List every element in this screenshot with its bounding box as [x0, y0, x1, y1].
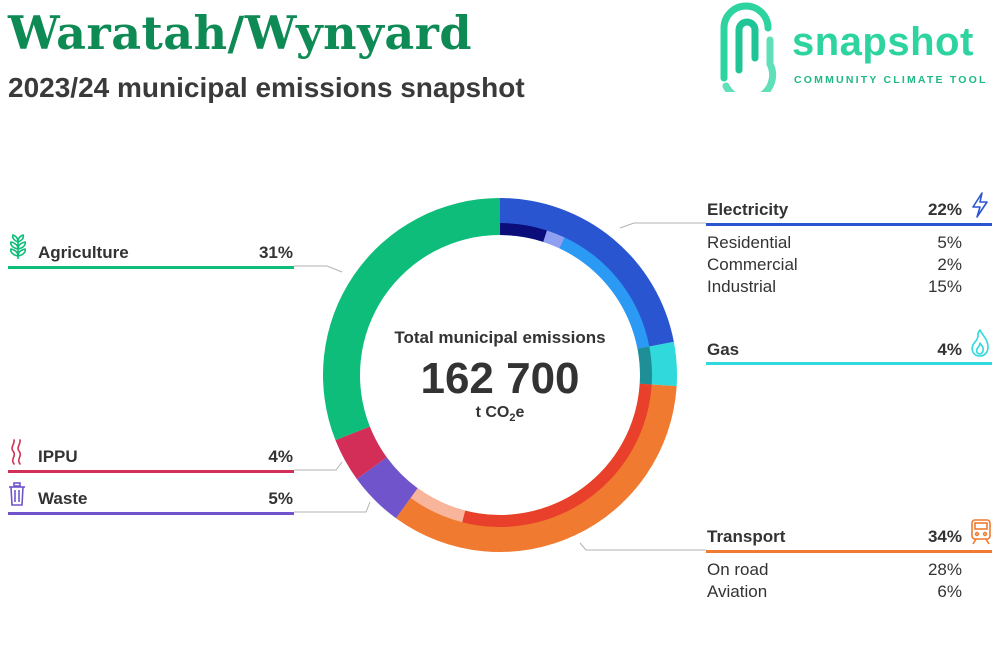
leader-electricity — [619, 222, 706, 229]
slice-agriculture — [323, 198, 500, 441]
electricity-industrial-row: Industrial 15% — [707, 277, 962, 297]
transport-label: Transport — [707, 527, 786, 546]
waste-label: Waste — [38, 489, 88, 508]
leader-waste — [294, 501, 371, 513]
electricity-percent: 22% — [927, 200, 962, 219]
electricity-label: Electricity — [707, 200, 789, 219]
subslice-gas-0 — [637, 346, 653, 385]
subslice-electricity-residential — [500, 223, 547, 242]
leader-lines — [294, 222, 706, 551]
leader-agriculture — [294, 265, 343, 273]
plant-icon — [9, 234, 27, 259]
transport-percent: 34% — [927, 527, 962, 546]
total-value: 162 700 — [420, 354, 580, 403]
agriculture-rule — [8, 266, 294, 269]
slice-transport — [395, 383, 677, 553]
legend-agriculture: Agriculture 31% — [38, 243, 293, 263]
industrial-label: Industrial — [707, 277, 776, 296]
legend-gas: Gas 4% — [707, 340, 962, 360]
slice-waste — [356, 457, 418, 519]
waste-rule — [8, 512, 294, 515]
brand-name: snapshot — [792, 20, 974, 64]
slice-electricity — [500, 198, 674, 349]
snapshot-logo: snapshot COMMUNITY CLIMATE TOOL — [712, 0, 1000, 104]
ippu-percent: 4% — [268, 447, 293, 466]
electricity-residential-row: Residential 5% — [707, 233, 962, 253]
residential-label: Residential — [707, 233, 792, 252]
onroad-percent: 28% — [927, 560, 962, 579]
legend-ippu: IPPU 4% — [38, 447, 293, 467]
gas-percent: 4% — [937, 340, 962, 359]
waste-percent: 5% — [268, 489, 293, 508]
legend-transport: Transport 34% — [707, 527, 962, 547]
onroad-label: On road — [707, 560, 769, 579]
legend-electricity: Electricity 22% — [707, 200, 962, 220]
train-icon — [971, 519, 991, 545]
unit-subscript: 2 — [509, 412, 516, 425]
aviation-percent: 6% — [937, 582, 962, 601]
electricity-rule — [706, 223, 992, 226]
inner-ring — [410, 223, 653, 527]
commercial-percent: 2% — [937, 255, 962, 274]
legend-waste: Waste 5% — [38, 489, 293, 509]
leader-transport — [579, 542, 706, 551]
unit-prefix: t CO — [475, 404, 510, 421]
subslice-transport-aviation — [410, 488, 466, 523]
transport-aviation-row: Aviation 6% — [707, 582, 962, 602]
slice-ippu — [335, 426, 387, 480]
aviation-label: Aviation — [707, 582, 768, 601]
ippu-rule — [8, 470, 294, 473]
transport-onroad-row: On road 28% — [707, 560, 962, 580]
page-title: Waratah/Wynyard — [8, 6, 473, 60]
gas-label: Gas — [707, 340, 740, 359]
transport-rule — [706, 550, 992, 553]
lightning-icon — [972, 192, 988, 218]
brand-tagline: COMMUNITY CLIMATE TOOL — [794, 74, 988, 86]
electricity-commercial-row: Commercial 2% — [707, 255, 962, 275]
residential-percent: 5% — [937, 233, 962, 252]
unit-suffix: e — [515, 404, 525, 421]
agriculture-label: Agriculture — [38, 243, 129, 262]
fumes-icon — [11, 439, 22, 465]
subslice-electricity-industrial — [559, 237, 650, 349]
total-unit: t CO2e — [360, 404, 640, 424]
ippu-label: IPPU — [38, 447, 78, 466]
industrial-percent: 15% — [927, 277, 962, 296]
total-label: Total municipal emissions — [394, 328, 606, 347]
subslice-electricity-commercial — [543, 230, 565, 249]
flame-icon — [971, 329, 989, 357]
agriculture-percent: 31% — [258, 243, 293, 262]
gas-rule — [706, 362, 992, 365]
page-subtitle: 2023/24 municipal emissions snapshot — [8, 72, 525, 103]
bin-icon — [9, 482, 25, 506]
commercial-label: Commercial — [707, 255, 798, 274]
leader-ippu — [294, 461, 343, 471]
